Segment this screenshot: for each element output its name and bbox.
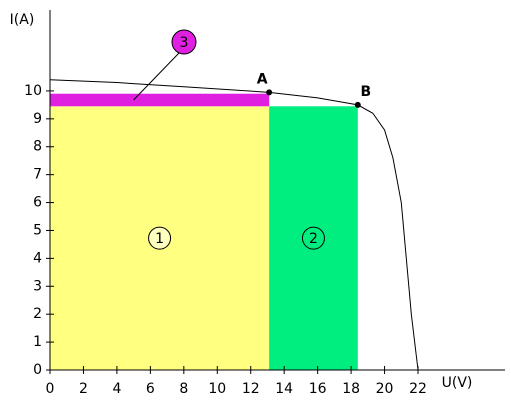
x-tick-label: 6: [146, 381, 155, 397]
point-label: B: [360, 84, 371, 100]
region-marker: [171, 29, 197, 55]
point-label: A: [257, 71, 268, 87]
y-tick-label: 0: [33, 362, 42, 378]
y-axis-label: I(A): [10, 12, 35, 28]
x-tick-label: 2: [79, 381, 88, 397]
region: [50, 93, 270, 107]
iv-curve: [49, 79, 419, 371]
x-tick-label: 12: [242, 381, 260, 397]
y-tick-label: 2: [33, 306, 42, 322]
x-tick-label: 8: [179, 381, 188, 397]
region-label: 2: [309, 231, 318, 247]
y-tick-label: 4: [33, 250, 42, 266]
x-tick-label: 18: [342, 381, 360, 397]
x-tick-label: 10: [208, 381, 226, 397]
region-marker: [301, 226, 325, 250]
x-tick-label: 16: [309, 381, 327, 397]
callout-line: [133, 52, 180, 101]
x-tick-label: 14: [275, 381, 293, 397]
y-tick-label: 1: [33, 334, 42, 350]
point: [266, 89, 273, 96]
x-tick-label: 4: [112, 381, 121, 397]
region-label: 1: [155, 231, 164, 247]
y-tick-label: 9: [33, 111, 42, 127]
x-tick-label: 20: [376, 381, 394, 397]
y-tick-label: 3: [33, 278, 42, 294]
y-tick-label: 8: [33, 139, 42, 155]
region-label: 3: [180, 35, 189, 51]
x-axis-label: U(V): [442, 375, 473, 391]
y-tick-label: 5: [33, 222, 42, 238]
y-tick-label: 10: [24, 83, 42, 99]
x-tick-label: 0: [46, 381, 55, 397]
region-marker: [148, 226, 172, 250]
y-tick-label: 7: [33, 167, 42, 183]
x-tick-label: 22: [409, 381, 427, 397]
point: [354, 101, 361, 108]
y-tick-label: 6: [33, 195, 42, 211]
